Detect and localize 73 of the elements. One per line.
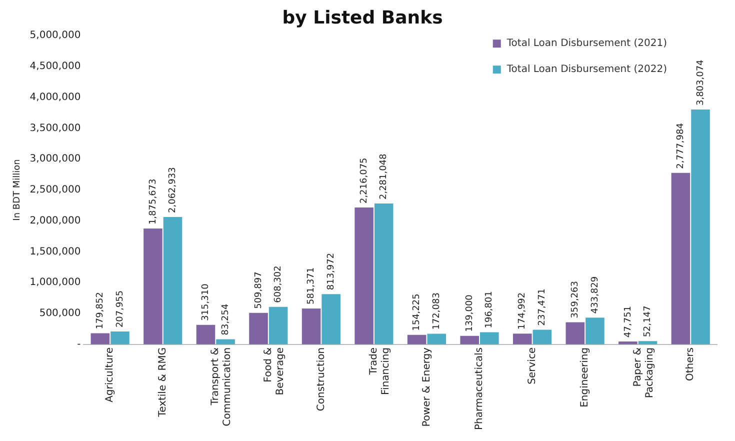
data-label: 315,310 (201, 283, 212, 321)
data-label: 83,254 (220, 303, 231, 336)
bar (110, 332, 130, 344)
y-tick-label: 1,500,000 (30, 246, 81, 258)
data-label: 581,371 (306, 267, 317, 304)
y-tick-label: 2,000,000 (30, 215, 81, 226)
bar (427, 334, 446, 344)
data-label: 237,471 (538, 288, 548, 326)
bar (196, 324, 216, 344)
data-label: 47,751 (623, 306, 634, 338)
legend-label: Total Loan Disbursement (2022) (506, 64, 668, 76)
x-tick-label: Food & Beverage (263, 347, 286, 396)
bar (586, 318, 604, 344)
bar (407, 334, 426, 344)
bar (671, 172, 690, 344)
data-label: 52,147 (643, 306, 654, 338)
x-tick-label: Service (526, 347, 538, 384)
y-tick-label: 3,500,000 (30, 122, 81, 134)
x-tick-label: Agriculture (104, 347, 116, 402)
data-label: 433,829 (590, 276, 600, 314)
legend-label: Total Loan Disbursement (2021) (506, 38, 668, 50)
x-tick-label: Trade Financing (368, 347, 392, 395)
data-label: 2,216,075 (359, 158, 370, 204)
x-tick-label: Paper & Packaging (632, 347, 656, 398)
y-tick-label: 500,000 (39, 308, 81, 320)
bar (691, 110, 710, 344)
bar (566, 322, 585, 344)
x-tick-label: Pharmaceuticals (474, 347, 486, 430)
bar (532, 330, 552, 344)
x-tick-label: Engineering (580, 347, 591, 408)
y-tick-label: 2,500,000 (30, 184, 81, 196)
bar (374, 204, 394, 344)
y-tick-label: 5,000,000 (30, 30, 81, 42)
data-label: 2,777,984 (676, 122, 686, 169)
data-label: 179,852 (96, 292, 106, 330)
y-axis-title: In BDT Million (12, 159, 23, 221)
data-label: 3,803,074 (696, 59, 706, 106)
x-tick-label: Construction (316, 347, 327, 412)
data-label: 2,062,933 (168, 167, 178, 213)
bar (90, 333, 110, 344)
bar (302, 308, 321, 344)
bar (638, 341, 658, 344)
data-label: 139,000 (464, 294, 475, 332)
y-tick-label: 4,500,000 (30, 61, 81, 72)
chart-title: by Listed Banks (282, 7, 443, 28)
data-label: 509,897 (254, 272, 264, 309)
bar (460, 336, 480, 344)
data-label: 207,955 (115, 290, 126, 328)
x-tick-label: Power & Energy (421, 347, 432, 427)
y-tick-label: 4,000,000 (30, 92, 81, 103)
y-tick-label: - (77, 338, 82, 350)
bar (354, 208, 374, 344)
bar (512, 334, 532, 344)
data-label: 2,281,048 (379, 153, 390, 200)
bar (144, 228, 162, 344)
y-tick-label: 3,000,000 (30, 154, 81, 165)
data-label: 174,992 (518, 292, 528, 330)
data-label: 154,225 (412, 294, 422, 331)
y-tick-label: 1,000,000 (30, 277, 81, 288)
data-label: 196,801 (484, 291, 495, 328)
data-label: 813,972 (326, 252, 336, 290)
x-tick-label: Others (685, 347, 696, 382)
x-tick-label: Textile & RMG (157, 347, 168, 418)
bar (322, 294, 340, 344)
bar (163, 216, 182, 344)
data-label: 359,263 (570, 280, 581, 318)
x-tick-label: Transport & Communication (210, 347, 234, 426)
bar (480, 332, 499, 344)
data-label: 608,302 (274, 266, 284, 303)
data-label: 172,083 (432, 292, 442, 330)
bar (268, 306, 288, 344)
data-label: 1,875,673 (148, 178, 158, 225)
bar (249, 312, 268, 344)
